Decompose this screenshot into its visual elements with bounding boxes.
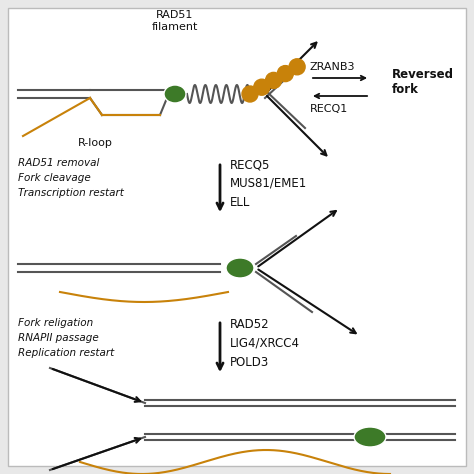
Circle shape (242, 86, 258, 102)
Text: Reversed
fork: Reversed fork (392, 68, 454, 96)
Circle shape (289, 59, 305, 75)
Text: RAD51
filament: RAD51 filament (152, 10, 198, 32)
Text: RECQ5
MUS81/EME1
ELL: RECQ5 MUS81/EME1 ELL (230, 158, 307, 209)
Ellipse shape (164, 85, 186, 103)
Text: R-loop: R-loop (78, 138, 112, 148)
Text: Fork religation
RNAPII passage
Replication restart: Fork religation RNAPII passage Replicati… (18, 318, 114, 357)
Text: RAD52
LIG4/XRCC4
POLD3: RAD52 LIG4/XRCC4 POLD3 (230, 318, 300, 369)
Text: ZRANB3: ZRANB3 (310, 62, 356, 72)
Ellipse shape (226, 258, 254, 278)
Text: RAD51 removal
Fork cleavage
Transcription restart: RAD51 removal Fork cleavage Transcriptio… (18, 158, 124, 198)
Circle shape (277, 65, 293, 82)
Circle shape (254, 79, 270, 95)
Circle shape (265, 73, 282, 88)
Text: RECQ1: RECQ1 (310, 104, 348, 114)
Ellipse shape (354, 427, 386, 447)
